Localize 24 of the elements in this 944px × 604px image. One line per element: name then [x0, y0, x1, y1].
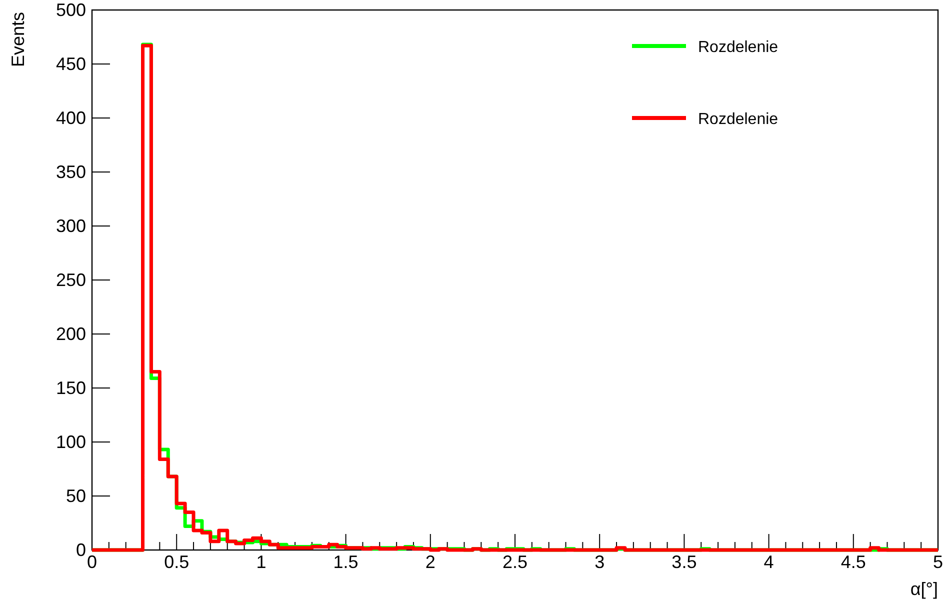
x-tick-label: 1: [256, 552, 266, 572]
legend-label: Rozdelenie: [698, 39, 778, 56]
y-tick-label: 450: [56, 54, 86, 74]
legend-label: Rozdelenie: [698, 111, 778, 128]
y-tick-label: 250: [56, 270, 86, 290]
y-tick-label: 50: [66, 486, 86, 506]
y-tick-label: 500: [56, 0, 86, 20]
x-tick-label: 4: [764, 552, 774, 572]
x-tick-label: 3.5: [672, 552, 697, 572]
x-tick-label: 3: [594, 552, 605, 572]
y-tick-label: 200: [56, 324, 86, 344]
x-tick-label: 1.5: [333, 552, 358, 572]
y-tick-label: 400: [56, 108, 86, 128]
x-tick-label: 2: [425, 552, 436, 572]
y-tick-label: 300: [56, 216, 86, 236]
y-tick-label: 100: [56, 432, 86, 452]
x-tick-label: 0.5: [164, 552, 190, 572]
x-tick-label: 4.5: [840, 552, 866, 572]
y-tick-label: 150: [56, 378, 86, 398]
x-tick-label: 2.5: [502, 552, 528, 572]
y-tick-label: 350: [56, 162, 86, 182]
y-axis-title: Events: [8, 12, 28, 68]
x-tick-label: 5: [932, 552, 944, 572]
x-axis-title: α[°]: [910, 579, 938, 599]
